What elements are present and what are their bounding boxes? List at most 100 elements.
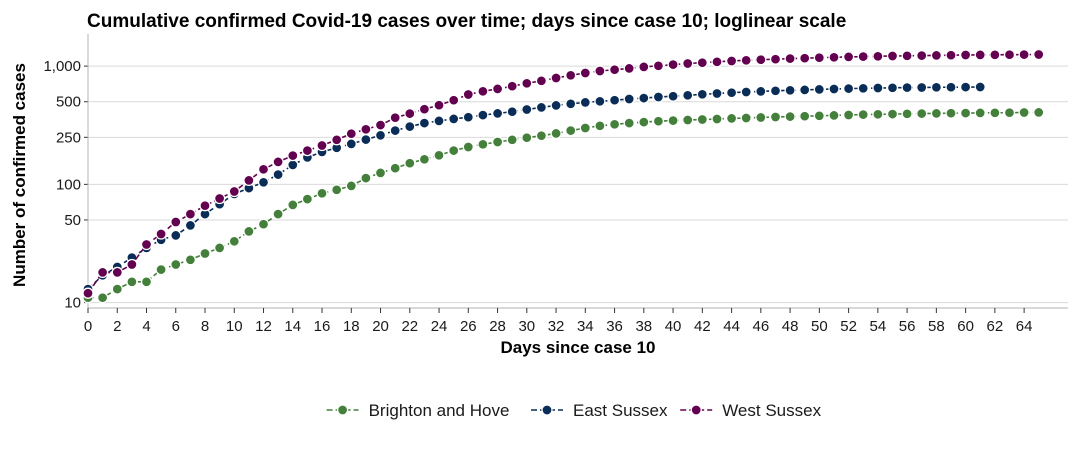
data-point [287,159,299,171]
data-point [155,228,167,240]
data-point [199,200,211,212]
y-tick-label: 250 [56,129,81,146]
data-point [331,184,343,196]
data-point [579,67,591,79]
data-point [989,107,1001,119]
x-axis-title: Days since case 10 [500,338,655,357]
data-point [404,157,416,169]
x-tick-label: 44 [723,318,740,335]
data-point [594,65,606,77]
x-tick-label: 58 [928,318,945,335]
data-point [170,258,182,271]
data-point [477,85,489,97]
data-point [257,163,270,175]
data-point [872,82,884,94]
x-tick-label: 42 [694,318,711,335]
data-point [608,118,621,130]
legend-key-marker [541,404,553,416]
data-point [901,81,913,94]
data-point [974,49,986,61]
x-tick-label: 26 [460,318,477,335]
data-point [389,124,401,137]
data-point [184,208,197,220]
data-point [316,139,328,152]
data-point [711,56,723,68]
data-point [974,107,986,119]
data-point [711,113,723,125]
data-point [448,113,460,125]
x-tick-label: 46 [752,318,769,335]
data-point [374,167,387,179]
data-point [886,108,899,120]
data-point [696,113,708,126]
x-tick-label: 32 [548,318,565,335]
data-point [638,92,650,104]
x-tick-label: 48 [782,318,799,335]
x-tick-label: 36 [606,318,623,335]
data-point [930,49,943,62]
data-point [521,103,533,116]
x-tick-label: 38 [635,318,652,335]
data-point [418,117,431,129]
data-point [813,52,825,64]
x-tick-label: 10 [226,318,243,335]
data-point [608,94,621,106]
data-point [886,82,899,94]
data-point [550,99,562,112]
data-point [945,81,957,93]
data-point [448,144,460,157]
data-point [184,219,197,232]
data-point [550,72,562,84]
data-point [872,108,884,120]
y-tick-label: 10 [64,295,81,312]
data-point [462,141,474,153]
data-point [170,216,182,228]
data-point [813,110,825,122]
data-point [462,111,474,123]
x-tick-label: 18 [343,318,360,335]
data-point [959,81,972,93]
data-point [828,109,840,122]
data-point [652,91,665,103]
legend-label: East Sussex [573,401,668,420]
x-tick-label: 8 [201,318,209,335]
data-point [623,62,635,75]
data-point [287,149,299,162]
data-point [243,225,255,238]
data-point [448,94,460,106]
legend-key-marker [336,404,349,416]
data-point [433,115,445,127]
data-point [360,172,372,184]
data-point [755,111,767,124]
data-point [477,109,489,121]
data-point [1018,48,1030,61]
data-point [301,193,314,205]
data-point [418,103,431,115]
x-tick-label: 20 [372,318,389,335]
data-point [491,107,504,120]
data-point [535,75,548,87]
data-point [287,199,299,211]
data-point [682,114,694,126]
data-point [594,95,606,107]
x-tick-label: 6 [172,318,180,335]
data-point [652,60,665,72]
x-tick-label: 56 [899,318,916,335]
gridlines [88,65,1068,304]
data-point [404,120,416,133]
data-point [916,81,928,94]
data-point [199,247,211,260]
legend-label: Brighton and Hove [369,401,510,420]
data-point [345,128,357,140]
data-point [272,208,284,220]
data-point [740,112,752,124]
data-point [784,84,796,96]
data-point [667,58,679,71]
data-point [96,266,109,279]
x-tick-label: 28 [489,318,506,335]
data-point [418,153,431,165]
data-point [930,107,943,120]
data-point [140,276,153,288]
